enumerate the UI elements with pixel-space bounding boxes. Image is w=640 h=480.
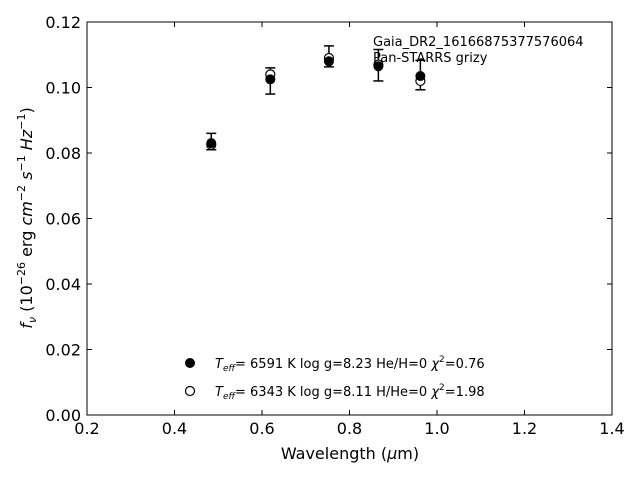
y-tick-label: 0.08 (45, 144, 81, 163)
point-filled (373, 61, 384, 72)
x-tick-label: 0.6 (249, 419, 274, 438)
point-filled (415, 71, 426, 82)
y-axis-label: fν (10−26 erg cm−2 s−1 Hz−1) (15, 107, 39, 328)
y-tick-label: 0.12 (45, 13, 81, 32)
point-filled (206, 138, 217, 149)
legend-entry-1: Teff= 6591 K log g=8.23 He/H=0 χ2=0.76 (215, 355, 485, 374)
y-tick-label: 0.04 (45, 275, 81, 294)
x-tick-label: 0.2 (74, 419, 99, 438)
y-tick-label: 0.02 (45, 341, 81, 360)
x-axis-label: Wavelength (μm) (281, 444, 419, 463)
annotation-survey: Pan-STARRS grizy (373, 51, 488, 66)
x-tick-label: 1.4 (599, 419, 624, 438)
legend-entry-2: Teff= 6343 K log g=8.11 H/He=0 χ2=1.98 (215, 383, 485, 402)
x-tick-label: 1.2 (512, 419, 537, 438)
y-tick-label: 0.00 (45, 406, 81, 425)
y-tick-label: 0.06 (45, 210, 81, 229)
legend-marker-filled (185, 358, 195, 368)
point-filled (265, 74, 276, 85)
point-filled (323, 56, 334, 67)
legend: Teff= 6591 K log g=8.23 He/H=0 χ2=0.76 T… (184, 355, 485, 402)
axis-ticks: 0.2 0.4 0.6 0.8 1.0 1.2 1.4 0.00 0.02 0.04 0.06 0.0… (45, 13, 624, 438)
x-tick-label: 0.4 (162, 419, 187, 438)
annotation-gaia-id: Gaia_DR2_1616687537757606​4 (373, 35, 584, 50)
legend-marker-open (184, 385, 196, 397)
y-tick-label: 0.10 (45, 79, 81, 98)
x-tick-label: 1.0 (424, 419, 449, 438)
data-marks (206, 45, 426, 151)
x-tick-label: 0.8 (337, 419, 362, 438)
